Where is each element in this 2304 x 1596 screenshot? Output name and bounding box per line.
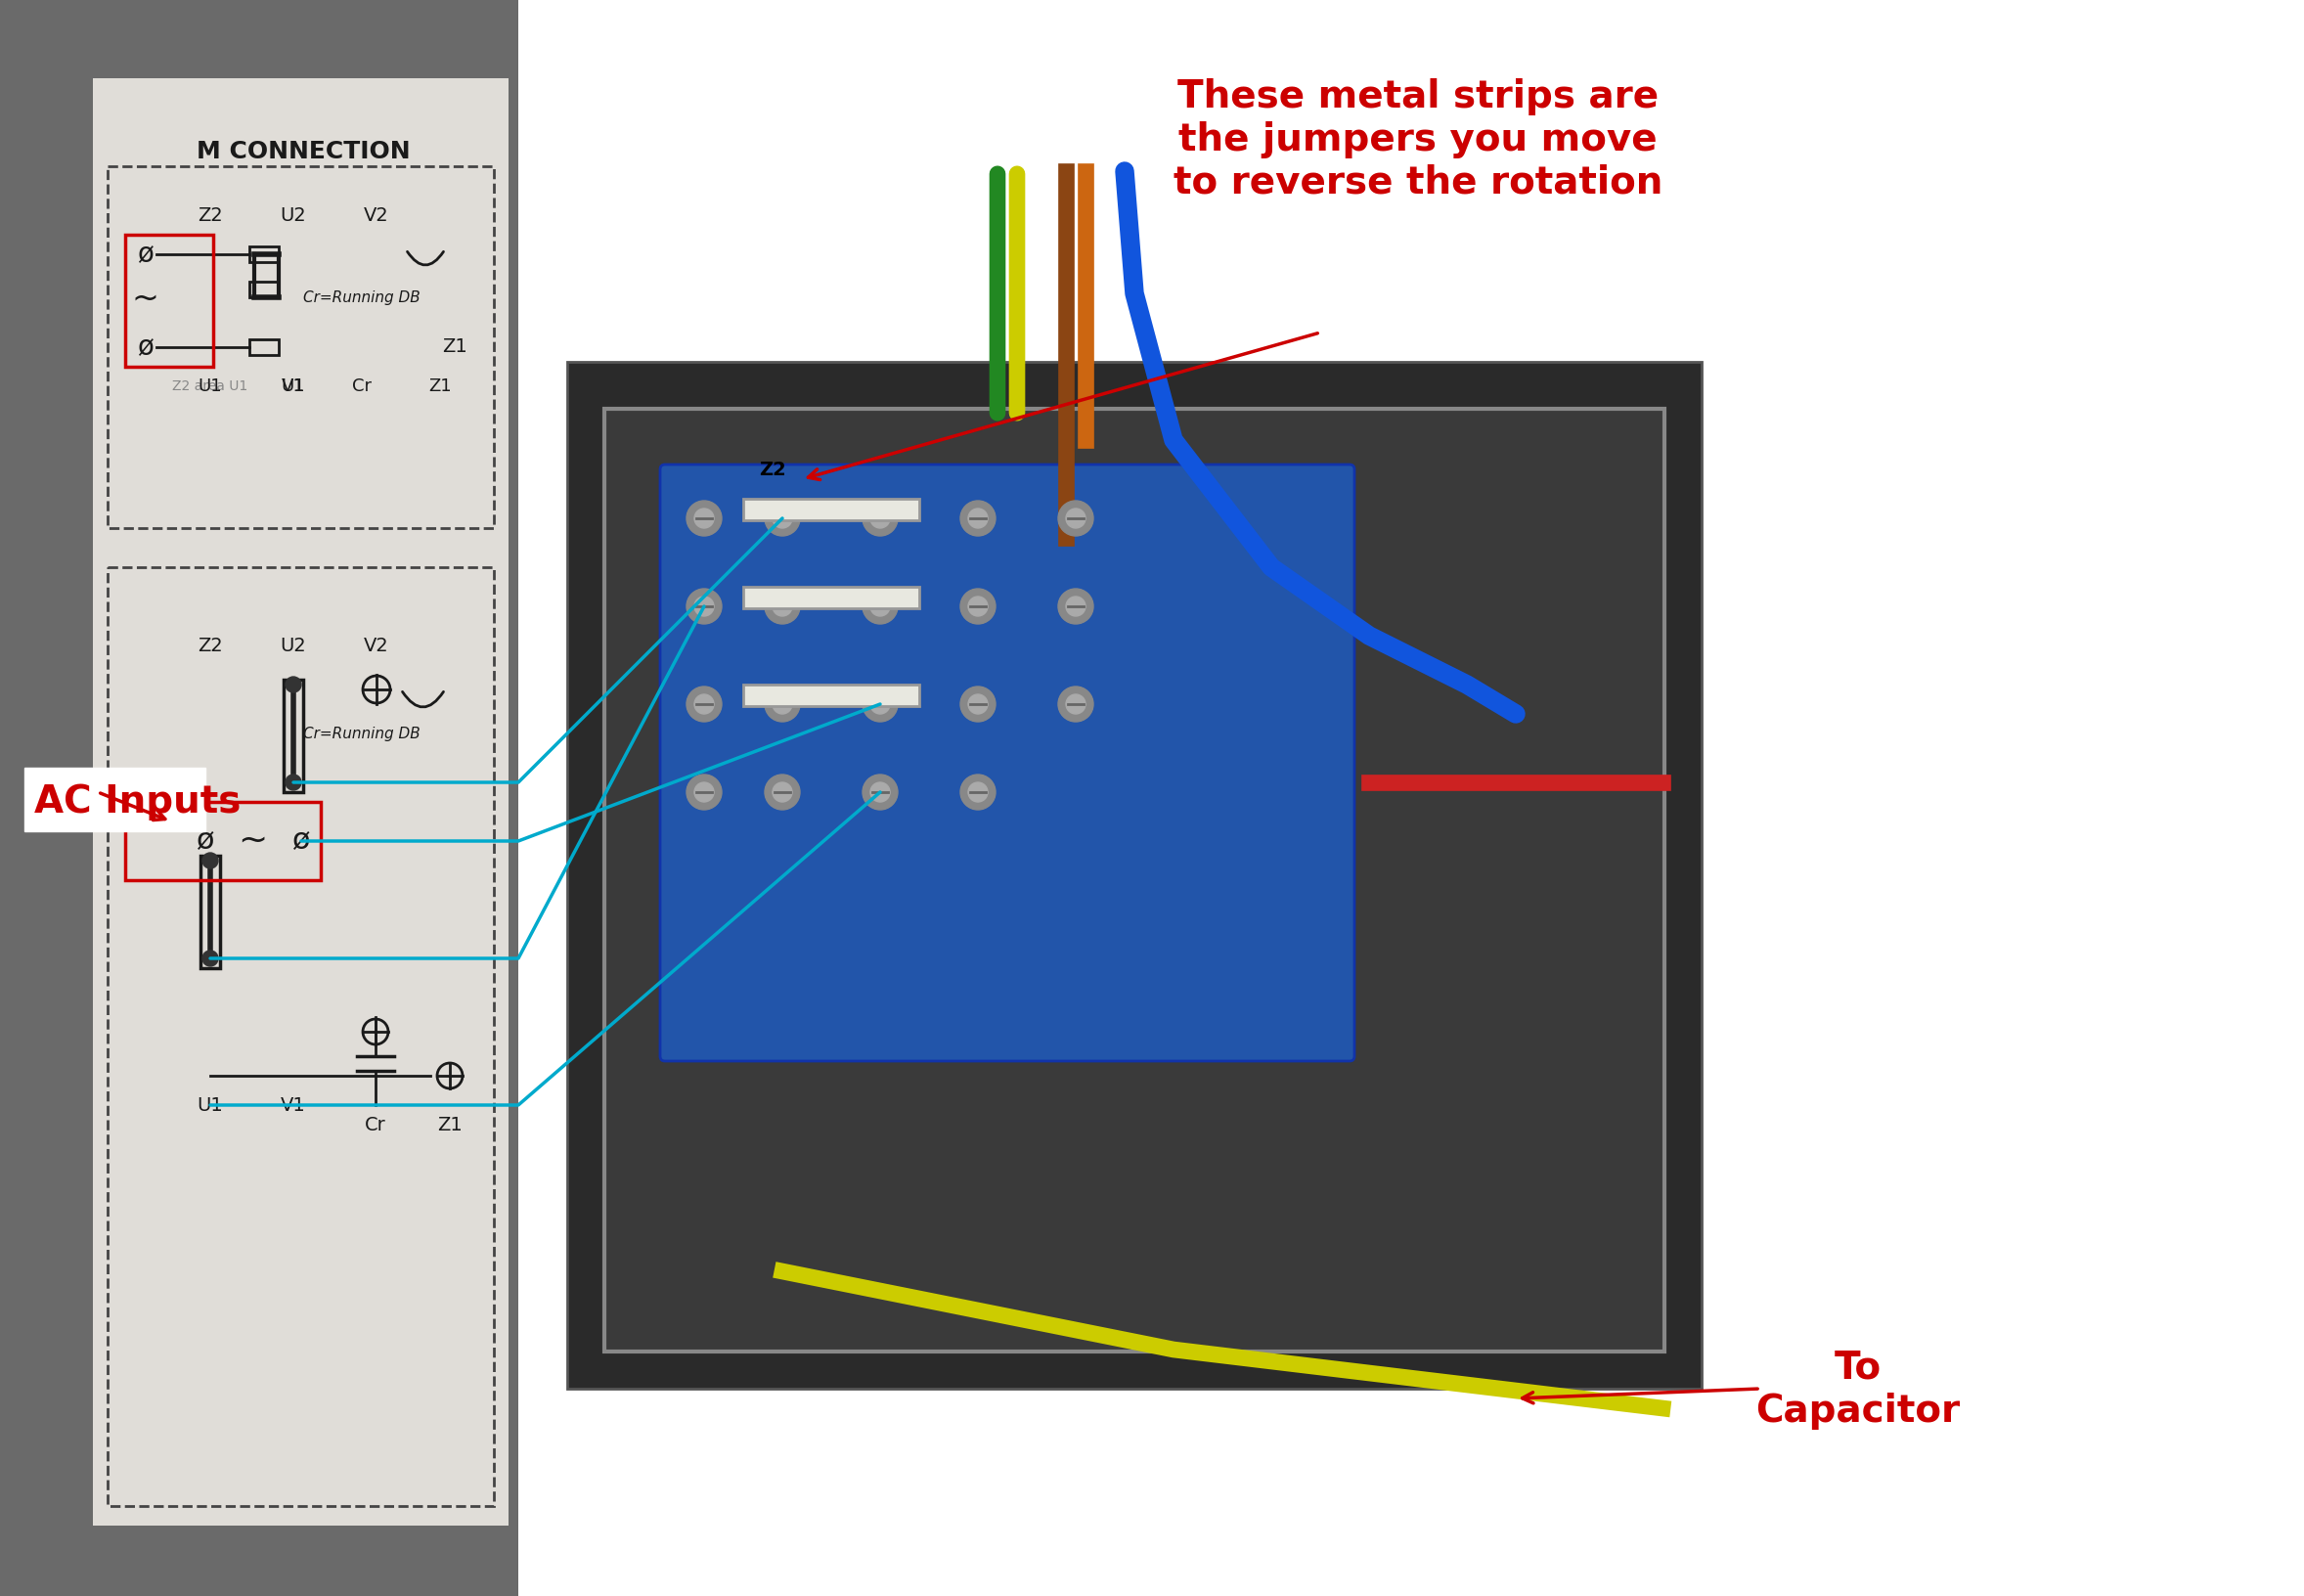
Circle shape xyxy=(687,501,721,536)
Text: Cr: Cr xyxy=(364,1116,387,1133)
Circle shape xyxy=(968,782,988,801)
FancyBboxPatch shape xyxy=(744,498,919,520)
Circle shape xyxy=(961,774,995,809)
FancyBboxPatch shape xyxy=(567,362,1703,1389)
Text: ø: ø xyxy=(136,241,152,268)
FancyBboxPatch shape xyxy=(25,768,205,832)
Text: ø: ø xyxy=(196,827,214,855)
Text: Cr: Cr xyxy=(353,378,371,396)
Circle shape xyxy=(772,597,793,616)
Circle shape xyxy=(968,597,988,616)
Text: ~: ~ xyxy=(237,825,267,857)
Text: Z1: Z1 xyxy=(442,338,468,356)
Circle shape xyxy=(1058,589,1094,624)
Circle shape xyxy=(862,686,899,721)
Circle shape xyxy=(961,501,995,536)
Circle shape xyxy=(961,686,995,721)
Circle shape xyxy=(772,782,793,801)
Circle shape xyxy=(765,774,799,809)
Circle shape xyxy=(694,782,714,801)
Circle shape xyxy=(687,589,721,624)
Circle shape xyxy=(862,774,899,809)
FancyBboxPatch shape xyxy=(604,409,1663,1352)
Circle shape xyxy=(694,597,714,616)
Polygon shape xyxy=(518,0,2304,1596)
Circle shape xyxy=(871,597,889,616)
Circle shape xyxy=(765,589,799,624)
Circle shape xyxy=(1058,686,1094,721)
Circle shape xyxy=(772,509,793,528)
Circle shape xyxy=(1067,509,1085,528)
Circle shape xyxy=(968,509,988,528)
Text: U1: U1 xyxy=(281,378,306,396)
FancyBboxPatch shape xyxy=(661,464,1355,1061)
Text: Z2: Z2 xyxy=(758,460,786,479)
Text: Cr=Running DB: Cr=Running DB xyxy=(304,726,419,741)
Circle shape xyxy=(871,694,889,713)
Text: ~: ~ xyxy=(131,282,159,314)
Text: U1: U1 xyxy=(198,1096,223,1114)
Circle shape xyxy=(968,694,988,713)
Circle shape xyxy=(694,694,714,713)
Circle shape xyxy=(687,774,721,809)
Circle shape xyxy=(203,951,219,966)
Circle shape xyxy=(1067,694,1085,713)
Text: Z2: Z2 xyxy=(198,637,223,654)
Circle shape xyxy=(871,782,889,801)
Text: ø: ø xyxy=(136,334,152,361)
Circle shape xyxy=(862,501,899,536)
Text: Cr=Running DB: Cr=Running DB xyxy=(304,290,419,305)
Circle shape xyxy=(1067,597,1085,616)
Circle shape xyxy=(871,509,889,528)
Circle shape xyxy=(961,589,995,624)
Text: These metal strips are
the jumpers you move
to reverse the rotation: These metal strips are the jumpers you m… xyxy=(1173,78,1663,201)
Circle shape xyxy=(765,501,799,536)
Text: V2: V2 xyxy=(364,637,389,654)
Circle shape xyxy=(765,686,799,721)
FancyBboxPatch shape xyxy=(744,685,919,705)
Text: AC Inputs: AC Inputs xyxy=(35,784,242,820)
Circle shape xyxy=(286,677,302,693)
Text: Z2: Z2 xyxy=(198,206,223,225)
Circle shape xyxy=(772,694,793,713)
Circle shape xyxy=(1058,501,1094,536)
Polygon shape xyxy=(0,0,518,1596)
Polygon shape xyxy=(92,78,509,1526)
Circle shape xyxy=(687,686,721,721)
Text: Z2 area U1: Z2 area U1 xyxy=(173,380,249,393)
Text: Z1: Z1 xyxy=(438,1116,463,1133)
Text: V2: V2 xyxy=(364,206,389,225)
Text: Z1: Z1 xyxy=(429,378,452,396)
FancyBboxPatch shape xyxy=(744,587,919,608)
Text: U1: U1 xyxy=(198,378,221,396)
Text: U2: U2 xyxy=(281,637,306,654)
Circle shape xyxy=(286,774,302,790)
Text: To
Capacitor: To Capacitor xyxy=(1756,1350,1961,1430)
Text: V1: V1 xyxy=(281,378,304,396)
Text: U2: U2 xyxy=(281,206,306,225)
Text: M CONNECTION: M CONNECTION xyxy=(196,140,410,163)
Circle shape xyxy=(203,852,219,868)
Circle shape xyxy=(862,589,899,624)
Text: V1: V1 xyxy=(281,1096,306,1114)
Circle shape xyxy=(694,509,714,528)
Text: ø: ø xyxy=(293,827,311,855)
